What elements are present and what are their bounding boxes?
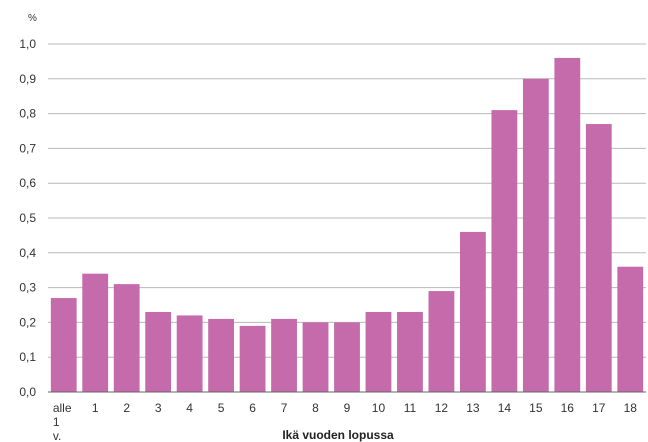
bar (554, 57, 581, 393)
x-tick-label: 9 (344, 401, 351, 415)
x-tick-label: 10 (372, 401, 386, 415)
x-tick-label: alle 1 v. (53, 401, 72, 442)
y-axis-ticks: 0,0 0,1 0,2 0,3 0,4 0,5 0,6 0,7 0,8 0,9 1,0 (19, 37, 36, 399)
bar (428, 291, 455, 392)
bar (145, 311, 172, 392)
y-tick-label: 0,2 (19, 315, 36, 329)
bar (334, 322, 360, 392)
x-tick-label: 8 (312, 401, 319, 415)
bars (50, 57, 644, 393)
y-tick-label: 0,3 (19, 281, 36, 295)
bar (271, 318, 297, 392)
y-unit-label: % (28, 13, 37, 24)
y-tick-label: 0,1 (19, 350, 36, 364)
bar (113, 284, 140, 392)
bar (176, 315, 203, 392)
x-tick-label: 13 (466, 401, 480, 415)
x-axis-ticks: alle 1 v.1 2 3 4 5 6 7 8 9 10 11 12 13 14 15 16 17 18 (53, 401, 637, 442)
bar (459, 231, 486, 392)
x-tick-label: 5 (218, 401, 225, 415)
y-tick-label: 0,9 (19, 72, 36, 86)
x-tick-label: 3 (155, 401, 162, 415)
x-tick-label: 4 (186, 401, 193, 415)
bar (239, 325, 266, 392)
x-tick-label: 17 (592, 401, 606, 415)
y-tick-label: 1,0 (19, 37, 36, 51)
x-axis-title: Ikä vuoden lopussa (282, 428, 394, 442)
bar (82, 273, 109, 392)
y-tick-label: 0,0 (19, 385, 36, 399)
bar (397, 311, 423, 392)
bar (365, 311, 392, 392)
bar (585, 124, 612, 392)
bar (617, 266, 644, 392)
y-tick-label: 0,7 (19, 141, 36, 155)
y-tick-label: 0,4 (19, 246, 36, 260)
x-tick-label: 1 (92, 401, 99, 415)
x-tick-label: 12 (435, 401, 449, 415)
x-tick-label: 6 (249, 401, 256, 415)
x-tick-label: 2 (123, 401, 130, 415)
x-tick-label: 14 (498, 401, 512, 415)
bar (522, 78, 549, 393)
x-tick-label: 11 (404, 401, 417, 415)
y-tick-label: 0,6 (19, 176, 36, 190)
x-tick-label: 18 (624, 401, 638, 415)
x-tick-label: 7 (281, 401, 288, 415)
bar (50, 298, 77, 392)
bar (491, 110, 518, 393)
bar (208, 318, 235, 392)
x-tick-label: 15 (529, 401, 543, 415)
x-tick-label: 16 (561, 401, 575, 415)
y-tick-label: 0,8 (19, 107, 36, 121)
bar (302, 322, 329, 392)
y-tick-label: 0,5 (19, 211, 36, 225)
